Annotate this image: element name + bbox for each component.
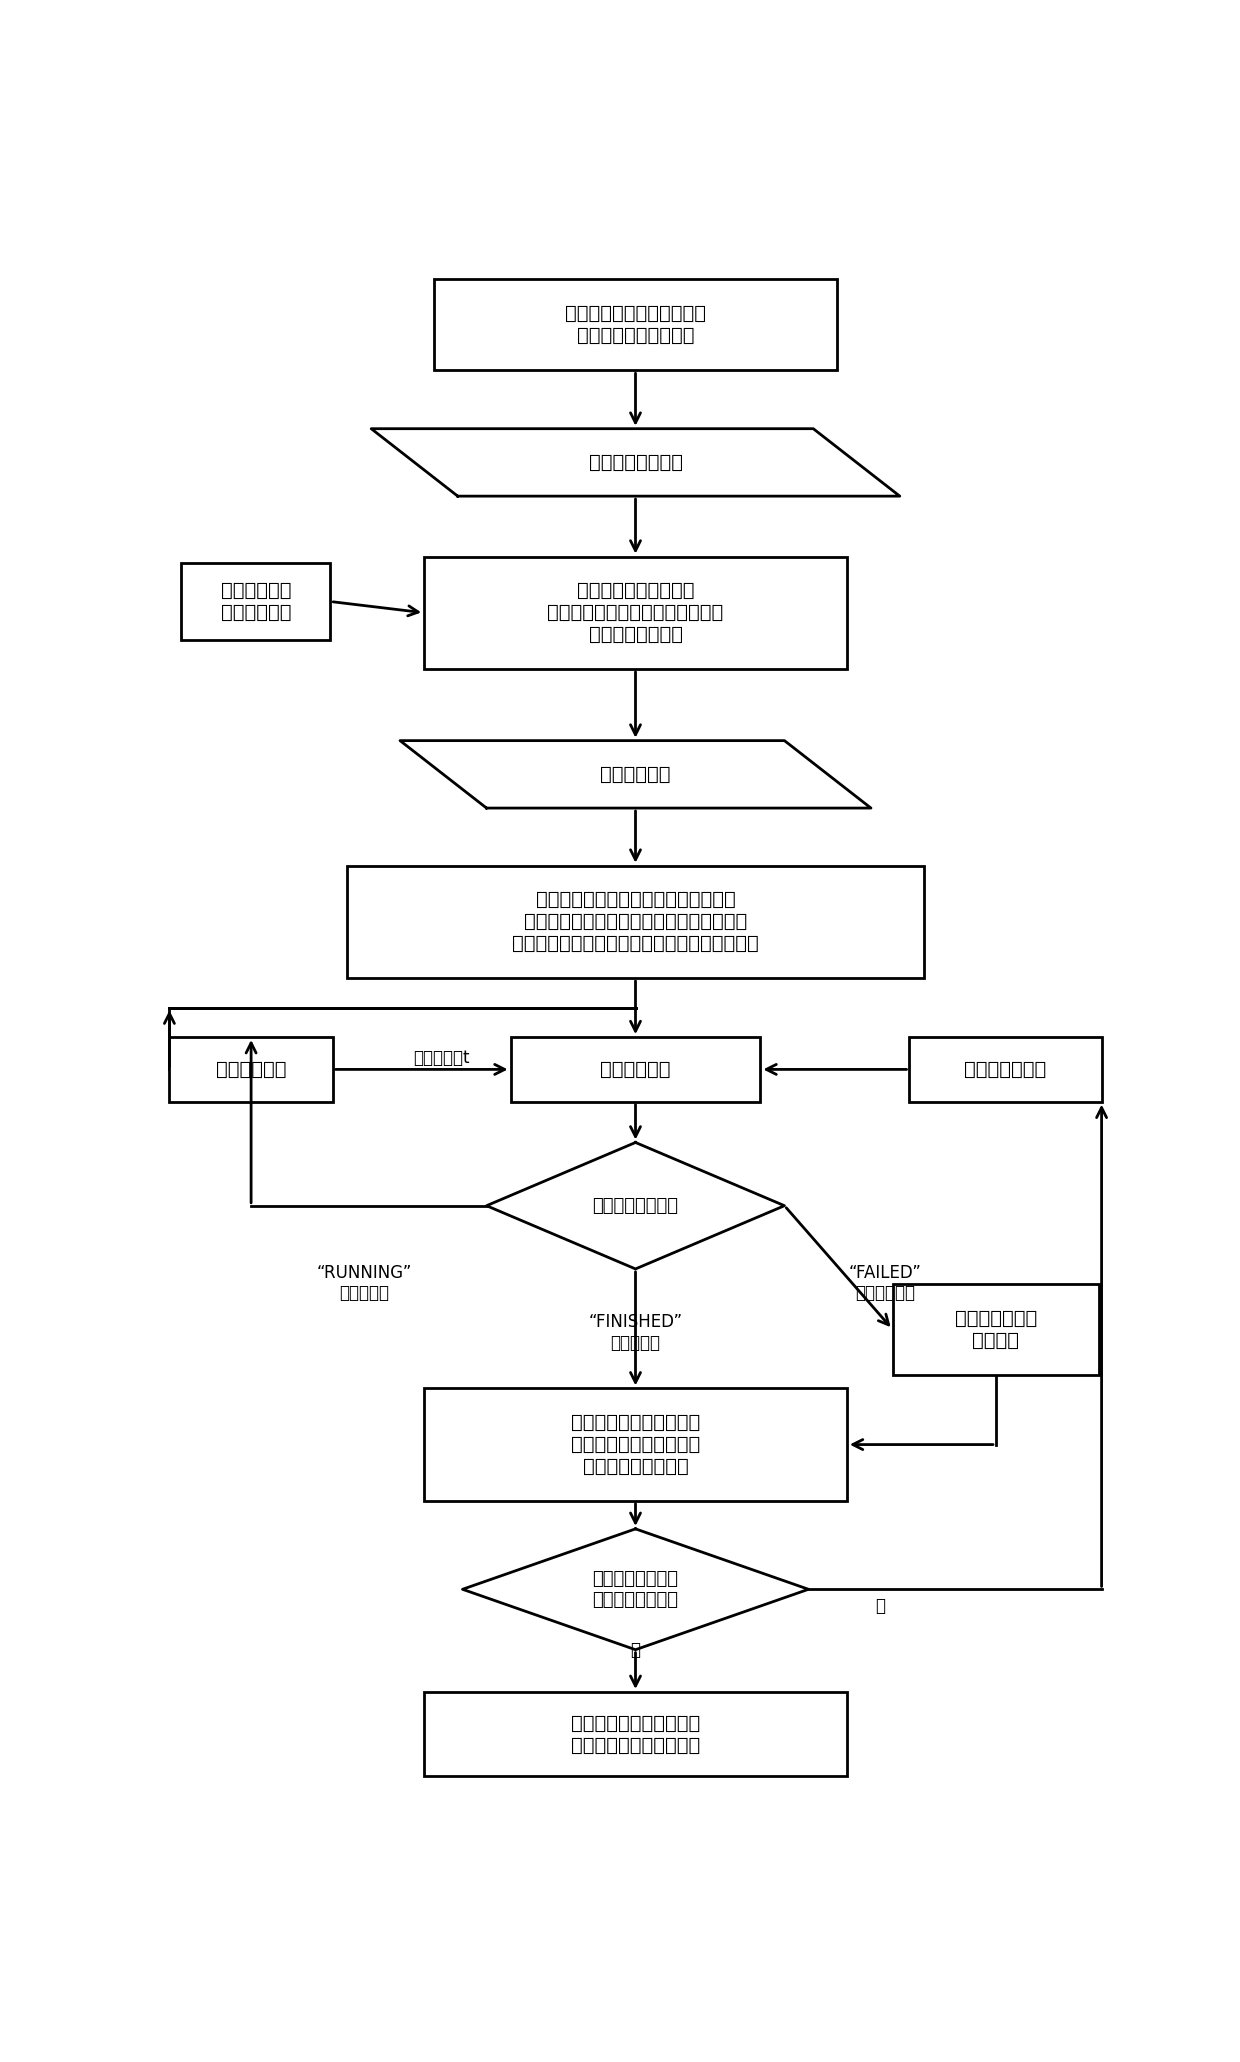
Bar	[424, 557, 847, 668]
Polygon shape	[371, 429, 900, 497]
Bar	[909, 1037, 1101, 1101]
Text: “RUNNING”
即正在运行: “RUNNING” 即正在运行	[316, 1264, 412, 1303]
Polygon shape	[463, 1528, 808, 1650]
Text: 监控程序休眠: 监控程序休眠	[216, 1060, 286, 1078]
Bar	[893, 1285, 1099, 1375]
Text: 是: 是	[875, 1598, 885, 1615]
Bar	[181, 563, 330, 639]
Text: 将异常信息记录
到日志中: 将异常信息记录 到日志中	[955, 1309, 1037, 1351]
Text: 否: 否	[630, 1641, 641, 1658]
Text: 本征材料结构信息: 本征材料结构信息	[589, 454, 682, 472]
Text: “FINISHED”
即正常结束: “FINISHED” 即正常结束	[589, 1313, 682, 1351]
Text: 解析计算输出文件，提取
计算结果，构建下一步骤
输入或保存计算结果: 解析计算输出文件，提取 计算结果，构建下一步骤 输入或保存计算结果	[570, 1412, 701, 1476]
Text: 运行掺杂结构构造模块
遍历掺杂位置集合和掺杂元素集合
批量生成掺杂结构: 运行掺杂结构构造模块 遍历掺杂位置集合和掺杂元素集合 批量生成掺杂结构	[547, 581, 724, 643]
Text: 判断当前计算状态: 判断当前计算状态	[593, 1196, 678, 1215]
Text: 判断任务队列中是
否还有未计算任务: 判断任务队列中是 否还有未计算任务	[593, 1569, 678, 1608]
Text: “FAILED”
即非正常结束: “FAILED” 即非正常结束	[849, 1264, 921, 1303]
Polygon shape	[486, 1142, 785, 1268]
Bar	[434, 278, 837, 371]
Bar	[424, 1691, 847, 1775]
Polygon shape	[401, 740, 870, 808]
Bar	[511, 1037, 760, 1101]
Bar	[347, 866, 924, 977]
Text: 提交下一工作流: 提交下一工作流	[965, 1060, 1047, 1078]
Bar	[170, 1037, 332, 1101]
Text: 运行掺杂材料结构优化与性质计算模块
通过解析步骤之间输入输出流来构建工作流
根据掺杂结构批量生成计算任务并提交任务队列: 运行掺杂材料结构优化与性质计算模块 通过解析步骤之间输入输出流来构建工作流 根据…	[512, 891, 759, 953]
Text: 掺杂结构信息: 掺杂结构信息	[600, 765, 671, 784]
Text: 一经过时间t: 一经过时间t	[413, 1050, 470, 1068]
Text: 掺杂位置集合
掺杂元素集合: 掺杂位置集合 掺杂元素集合	[221, 581, 291, 623]
Text: 激活监控程序: 激活监控程序	[600, 1060, 671, 1078]
Bar	[424, 1388, 847, 1501]
Text: 运行材料数据库导入模块
解析计算输出并存储信息: 运行材料数据库导入模块 解析计算输出并存储信息	[570, 1714, 701, 1755]
Text: 运行本征材料结构提取模块
向开源数据库发起查询: 运行本征材料结构提取模块 向开源数据库发起查询	[565, 305, 706, 344]
